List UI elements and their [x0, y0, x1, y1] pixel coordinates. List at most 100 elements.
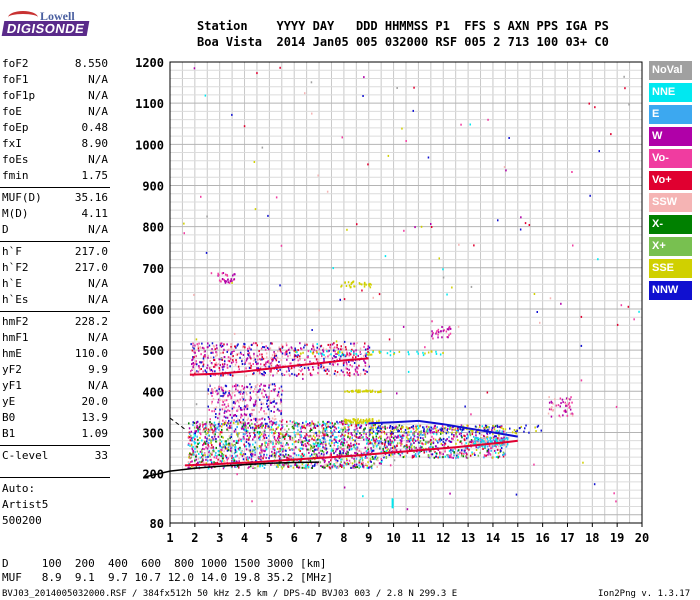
- echo-point: [449, 327, 452, 330]
- echo-point: [350, 342, 352, 345]
- echo-point: [496, 429, 499, 432]
- echo-point: [471, 433, 474, 436]
- echo-point: [277, 350, 279, 353]
- echo-point: [315, 431, 317, 434]
- echo-point: [467, 457, 469, 460]
- echo-point: [446, 336, 448, 338]
- echo-point: [457, 429, 459, 432]
- echo-point: [483, 456, 485, 459]
- echo-point: [260, 358, 262, 361]
- echo-point: [431, 435, 433, 438]
- echo-point: [306, 424, 308, 427]
- echo-point: [260, 456, 263, 459]
- echo-point: [288, 428, 290, 431]
- echo-point: [260, 383, 262, 386]
- echo-point: [378, 293, 381, 296]
- echo-point: [355, 356, 357, 359]
- echo-point: [225, 416, 227, 419]
- echo-point: [474, 440, 476, 443]
- echo-point: [262, 457, 264, 460]
- echo-point: [238, 432, 240, 435]
- echo-point: [484, 438, 486, 441]
- echo-point: [458, 453, 460, 456]
- echo-point: [330, 430, 332, 432]
- echo-point: [384, 427, 387, 430]
- echo-point: [299, 342, 301, 345]
- echo-point: [231, 465, 233, 468]
- echo-point: [365, 455, 367, 458]
- echo-point: [350, 445, 353, 448]
- echo-point: [420, 431, 422, 434]
- echo-point: [308, 448, 311, 451]
- echo-point: [336, 454, 338, 457]
- echo-point: [350, 283, 352, 286]
- echo-point: [212, 431, 214, 434]
- footer-version: Ion2Png v. 1.3.17: [598, 589, 691, 599]
- echo-point: [212, 450, 214, 453]
- echo-point: [366, 420, 368, 423]
- echo-point: [237, 389, 239, 392]
- echo-point: [292, 359, 294, 361]
- echo-point: [330, 449, 333, 452]
- echo-point: [406, 427, 409, 430]
- echo-point: [419, 442, 421, 444]
- echo-point: [285, 342, 288, 345]
- echo-point: [353, 285, 356, 288]
- echo-point: [297, 464, 300, 467]
- echo-point: [224, 444, 226, 447]
- echo-point: [482, 445, 484, 448]
- echo-point: [259, 431, 261, 434]
- echo-point: [355, 352, 357, 355]
- echo-point: [236, 433, 238, 436]
- echo-point: [234, 428, 237, 431]
- echo-point: [357, 436, 359, 439]
- echo-point: [395, 425, 397, 428]
- echo-point: [240, 438, 242, 441]
- param-label: yF1: [2, 379, 22, 392]
- echo-point: [258, 390, 260, 393]
- echo-point: [282, 442, 284, 445]
- echo-point: [278, 387, 281, 390]
- echo-point: [347, 444, 350, 447]
- echo-point: [243, 424, 245, 427]
- echo-point: [250, 386, 253, 389]
- echo-point: [302, 377, 304, 380]
- echo-point: [207, 444, 209, 447]
- echo-point: [243, 413, 246, 416]
- echo-point: [352, 466, 354, 469]
- echo-point: [446, 438, 448, 440]
- echo-point: [233, 350, 235, 352]
- echo-point: [233, 430, 236, 433]
- echo-point: [336, 420, 338, 423]
- echo-point: [380, 435, 382, 438]
- echo-point: [448, 454, 451, 457]
- echo-point: [513, 429, 516, 431]
- echo-point: [316, 454, 318, 457]
- echo-point: [190, 456, 192, 459]
- echo-point: [278, 433, 280, 436]
- echo-point: [463, 452, 465, 455]
- echo-point: [275, 423, 277, 426]
- echo-point: [270, 356, 273, 359]
- echo-point: [319, 351, 321, 354]
- echo-point: [440, 438, 443, 441]
- echo-point: [288, 369, 290, 372]
- echo-point: [441, 336, 443, 339]
- echo-point: [378, 390, 381, 393]
- echo-point: [238, 460, 240, 463]
- echo-point: [303, 466, 305, 469]
- echo-point: [348, 354, 350, 357]
- echo-point: [274, 430, 276, 433]
- echo-point: [360, 462, 363, 465]
- echo-point: [334, 457, 336, 460]
- echo-point: [238, 405, 240, 408]
- echo-point: [352, 418, 355, 421]
- echo-point: [440, 432, 442, 435]
- echo-point: [355, 366, 358, 369]
- echo-point: [415, 455, 417, 458]
- echo-point: [408, 438, 410, 441]
- echo-point: [274, 445, 276, 448]
- echo-point: [206, 346, 209, 349]
- echo-point: [221, 272, 224, 275]
- echo-point: [196, 425, 198, 427]
